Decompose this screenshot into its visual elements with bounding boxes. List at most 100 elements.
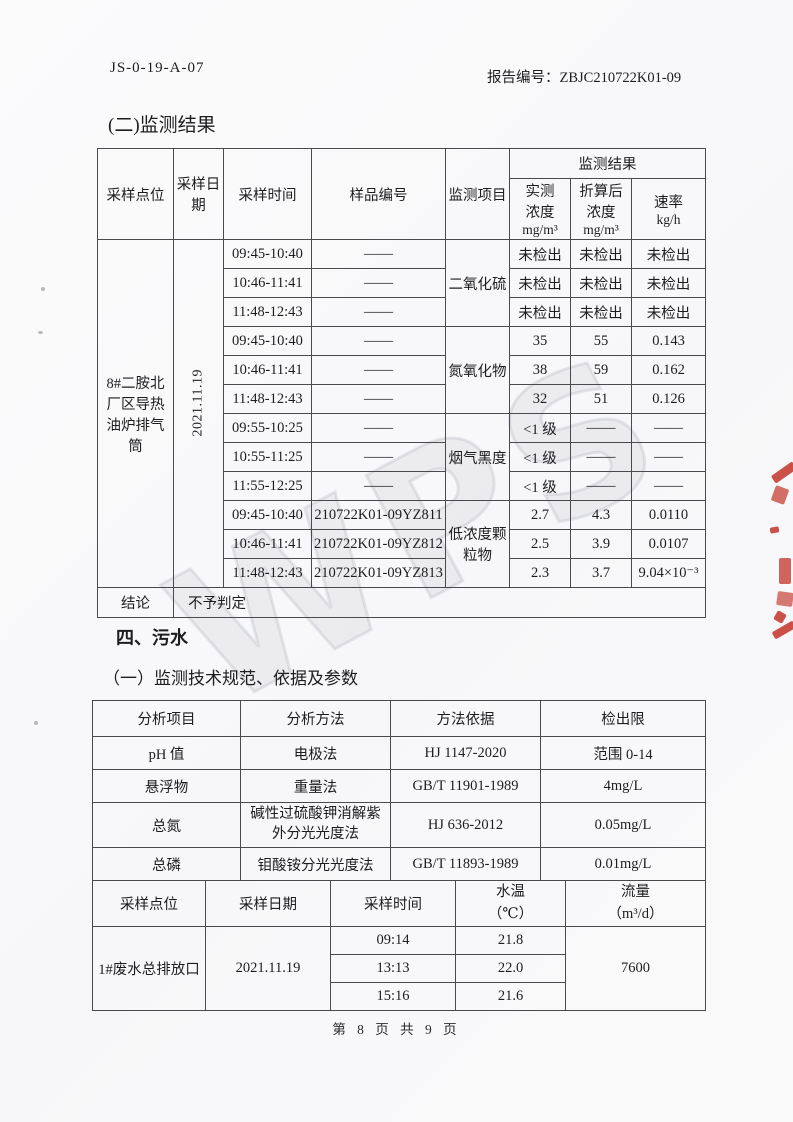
table-row: 悬浮物 重量法 GB/T 11901-1989 4mg/L [92, 769, 706, 803]
table-row: 11:48-12:43 —— 未检出 未检出 未检出 [98, 297, 706, 327]
table-row: 10:46-11:41 —— 未检出 未检出 未检出 [98, 268, 706, 298]
header-unit: kg/h [656, 211, 681, 227]
measured-cell: <1 级 [509, 471, 571, 501]
time-cell: 11:48-12:43 [223, 297, 312, 327]
sample-cell: —— [311, 268, 446, 298]
water-temp-cell: 21.8 [455, 926, 566, 955]
table-row: 8#二胺北厂区导热油炉排气筒 2021.11.19 09:45-10:40 ——… [97, 239, 706, 588]
red-stamp-fragment [770, 485, 790, 505]
detection-limit-cell: 范围 0-14 [540, 736, 706, 770]
converted-cell: 4.3 [570, 500, 632, 530]
sample-cell: —— [311, 239, 446, 269]
measured-cell: 32 [509, 384, 571, 414]
sampling-date-cell: 2021.11.19 [173, 239, 224, 588]
time-cell: 09:45-10:40 [223, 326, 312, 356]
section2-title: (二)监测结果 [108, 115, 216, 136]
rate-cell: 0.0110 [631, 500, 706, 530]
scan-speck [38, 331, 43, 334]
table-row: 1#废水总排放口 2021.11.19 09:14 21.8 7600 [92, 926, 706, 1011]
rate-cell: —— [631, 442, 706, 472]
time-cell: 10:55-11:25 [223, 442, 312, 472]
sample-cell: —— [311, 413, 446, 443]
sampling-point-cell: 1#废水总排放口 [92, 926, 206, 1011]
measured-cell: 2.7 [509, 500, 571, 530]
table-row: 10:46-11:41 —— 38 59 0.162 [98, 355, 706, 385]
measured-cell: 2.3 [509, 558, 571, 588]
col-header-sample: 样品编号 [311, 148, 446, 240]
rate-cell: 0.126 [631, 384, 706, 414]
table-row: 总氮 碱性过硫酸钾消解紫外分光光度法 HJ 636-2012 0.05mg/L [92, 802, 706, 848]
col-header-detection-limit: 检出限 [540, 700, 706, 737]
detection-limit-cell: 0.05mg/L [540, 802, 706, 848]
red-stamp-fragment [779, 558, 791, 584]
sample-cell: —— [311, 297, 446, 327]
time-cell: 10:46-11:41 [223, 268, 312, 298]
converted-cell: 未检出 [570, 297, 632, 327]
red-stamp-fragment [776, 590, 793, 608]
time-cell: 10:46-11:41 [223, 529, 312, 559]
table-row: 采样点位 采样日期 采样时间 水温 （℃） 流量 （m³/d） [92, 880, 706, 927]
time-cell: 09:14 [330, 926, 456, 955]
header-line: 浓度 [586, 205, 616, 221]
table-row: 09:55-10:25 —— 烟气黑度 <1 级 —— —— [98, 413, 706, 501]
converted-cell: 51 [570, 384, 632, 414]
sampling-point-cell: 8#二胺北厂区导热油炉排气筒 [97, 239, 174, 588]
header-line: 速率 [654, 194, 683, 211]
col-header-time: 采样时间 [330, 880, 456, 927]
emission-results-table: 采样点位 采样日期 采样时间 样品编号 监测项目 监测结果 实测 浓度 mg/m… [97, 148, 706, 618]
time-cell: 11:55-12:25 [223, 471, 312, 501]
sample-cell: —— [311, 442, 446, 472]
analysis-item-cell: 总磷 [92, 847, 241, 881]
sample-cell: 210722K01-09YZ813 [311, 558, 446, 588]
item-cell: 低浓度颗粒物 [445, 500, 510, 588]
analysis-method-cell: 电极法 [240, 736, 391, 770]
table-row: 11:55-12:25 —— <1 级 —— —— [98, 471, 706, 501]
item-cell: 烟气黑度 [445, 413, 510, 501]
document-code: JS-0-19-A-07 [110, 60, 205, 76]
sample-cell: 210722K01-09YZ812 [311, 529, 446, 559]
analysis-method-table: 分析项目 分析方法 方法依据 检出限 pH 值 电极法 HJ 1147-2020… [92, 700, 706, 881]
table-row: pH 值 电极法 HJ 1147-2020 范围 0-14 [92, 736, 706, 770]
measured-cell: 38 [509, 355, 571, 385]
detection-limit-cell: 0.01mg/L [540, 847, 706, 881]
table-row: 10:46-11:41 210722K01-09YZ812 2.5 3.9 0.… [98, 529, 706, 559]
converted-cell: 未检出 [570, 268, 632, 298]
sample-cell: —— [311, 384, 446, 414]
conclusion-value: 不予判定 [173, 587, 706, 618]
red-stamp-fragment [771, 620, 793, 640]
sampling-date-cell: 2021.11.19 [205, 926, 331, 1011]
header-line: 折算后 [579, 184, 623, 200]
flow-cell: 7600 [565, 926, 706, 1011]
report-number: 报告编号：ZBJC210722K01-09 [487, 70, 682, 86]
sample-cell: —— [311, 355, 446, 385]
analysis-item-cell: pH 值 [92, 736, 241, 770]
section4-title: 四、污水 [116, 628, 188, 648]
table-row: 13:13 22.0 [93, 954, 706, 983]
time-cell: 15:16 [330, 982, 456, 1011]
water-temp-cell: 22.0 [455, 954, 566, 983]
col-header-time: 采样时间 [223, 148, 312, 240]
sample-cell: —— [311, 326, 446, 356]
time-cell: 13:13 [330, 954, 456, 983]
analysis-item-cell: 总氮 [92, 802, 241, 848]
header-line: 实测 [525, 184, 555, 200]
measured-cell: 2.5 [509, 529, 571, 559]
red-stamp-fragment [770, 461, 793, 484]
measured-cell: 未检出 [509, 268, 571, 298]
converted-cell: —— [570, 413, 632, 443]
col-header-point: 采样点位 [97, 148, 174, 240]
page-number: 第 8 页 共 9 页 [332, 1022, 461, 1037]
converted-cell: 55 [570, 326, 632, 356]
converted-cell: 未检出 [570, 239, 632, 269]
sample-cell: 210722K01-09YZ811 [311, 500, 446, 530]
red-stamp-fragment [769, 526, 780, 534]
table-row: 分析项目 分析方法 方法依据 检出限 [92, 700, 706, 737]
measured-cell: <1 级 [509, 413, 571, 443]
time-cell: 09:55-10:25 [223, 413, 312, 443]
converted-cell: 59 [570, 355, 632, 385]
wastewater-sampling-table: 采样点位 采样日期 采样时间 水温 （℃） 流量 （m³/d） 1#废水总排放口… [92, 880, 706, 1011]
header-unit: （m³/d） [607, 905, 664, 922]
converted-cell: 3.7 [570, 558, 632, 588]
rate-cell: 未检出 [631, 268, 706, 298]
